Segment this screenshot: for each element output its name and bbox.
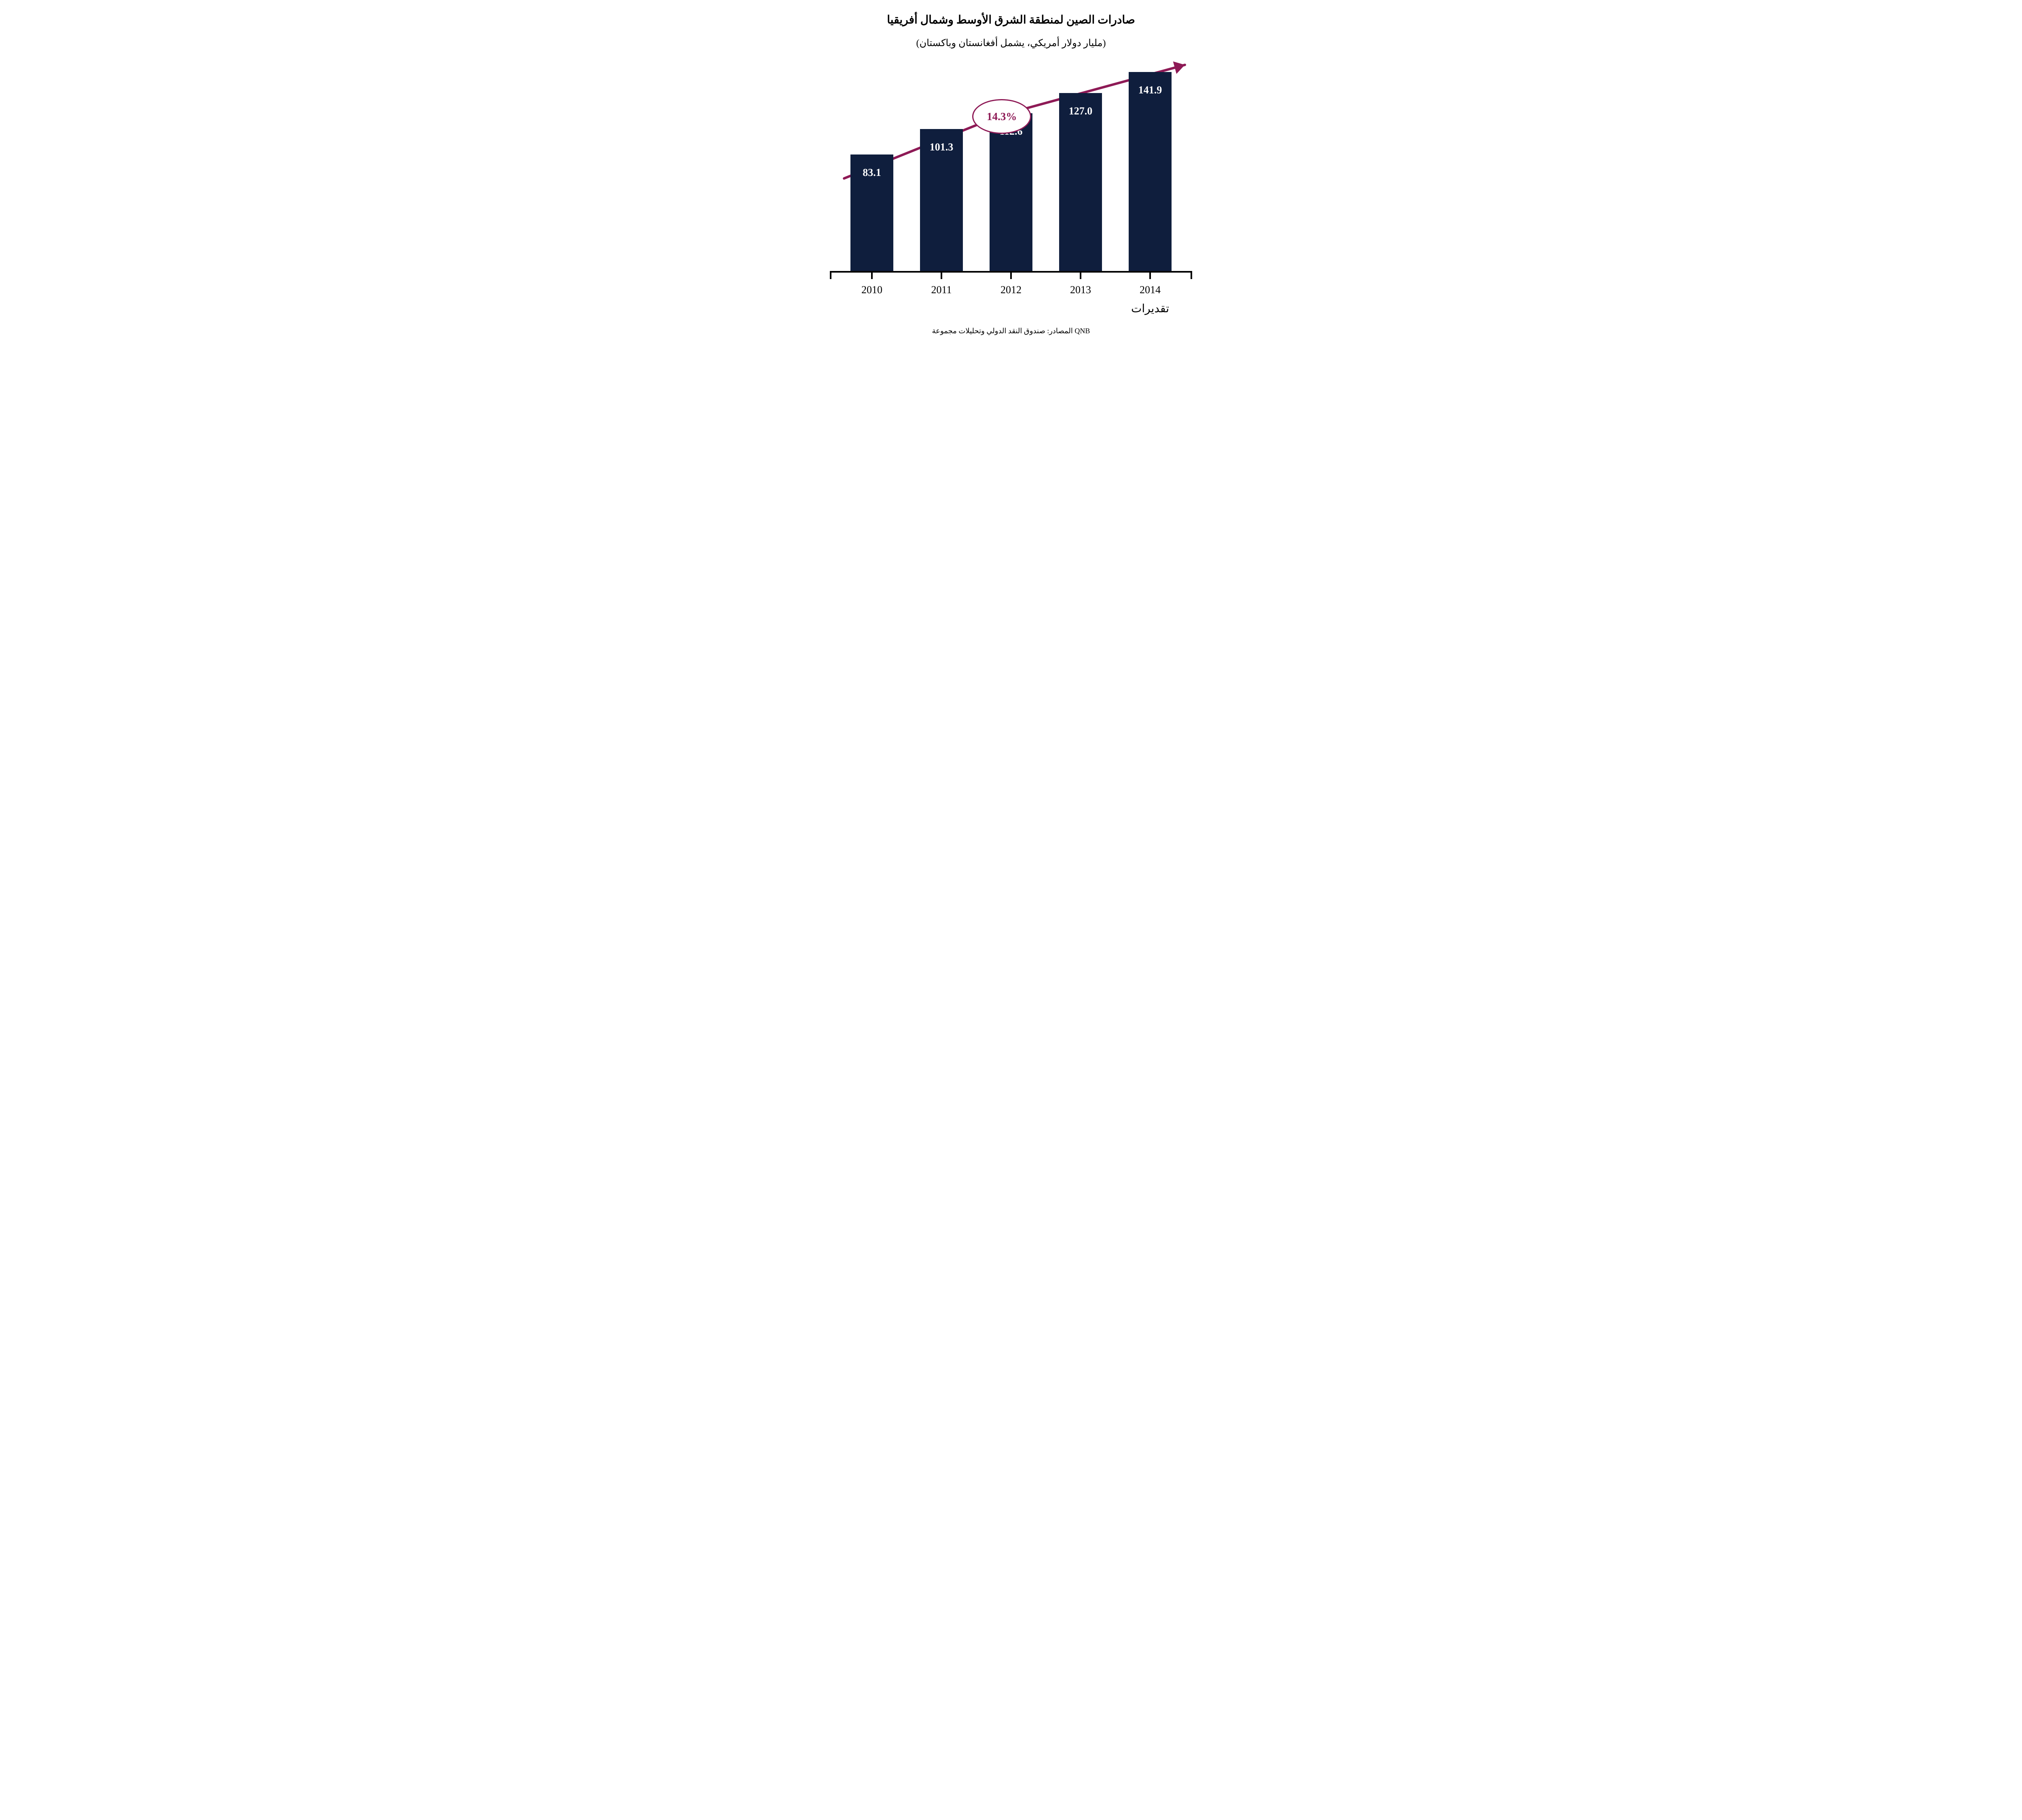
bar-value-label: 83.1 <box>850 167 894 179</box>
growth-annotation-ellipse: 14.3% <box>972 99 1031 134</box>
bar: 101.3 <box>920 129 963 271</box>
bar: 83.1 <box>850 154 894 271</box>
x-axis-tick <box>830 273 831 279</box>
plot-area: 83.1 101.3 112.6 127.0 141.9 <box>837 61 1185 271</box>
bar: 127.0 <box>1059 93 1102 271</box>
growth-annotation-text: 14.3% <box>987 110 1017 123</box>
bar-value-label: 101.3 <box>920 141 963 153</box>
x-axis-label: 2010 <box>837 284 907 296</box>
x-axis-tick <box>1149 273 1151 279</box>
x-axis-label: 2011 <box>907 284 976 296</box>
x-axis-label: 2012 <box>976 284 1046 296</box>
x-axis-label: 2014 <box>1115 284 1185 296</box>
x-axis-tick <box>1080 273 1081 279</box>
chart-title: صادرات الصين لمنطقة الشرق الأوسط وشمال أ… <box>768 13 1254 27</box>
bar-value-label: 127.0 <box>1059 105 1102 117</box>
x-axis-tick <box>871 273 873 279</box>
chart-area: 83.1 101.3 112.6 127.0 141.9 14.3% <box>837 61 1185 271</box>
bar: 141.9 <box>1129 72 1172 271</box>
chart-subtitle: (مليار دولار أمريكي، يشمل أفغانستان وباك… <box>768 37 1254 49</box>
x-axis-label: 2013 <box>1046 284 1115 296</box>
chart-stage: صادرات الصين لمنطقة الشرق الأوسط وشمال أ… <box>768 0 1254 364</box>
bar-value-label: 141.9 <box>1129 84 1172 96</box>
x-axis-tick <box>941 273 942 279</box>
bar: 112.6 <box>990 113 1033 271</box>
estimates-label: تقديرات <box>1115 302 1185 315</box>
source-note: المصادر: صندوق النقد الدولي وتحليلات مجم… <box>768 327 1254 335</box>
x-axis-tick <box>1191 273 1192 279</box>
x-axis-tick <box>1010 273 1012 279</box>
